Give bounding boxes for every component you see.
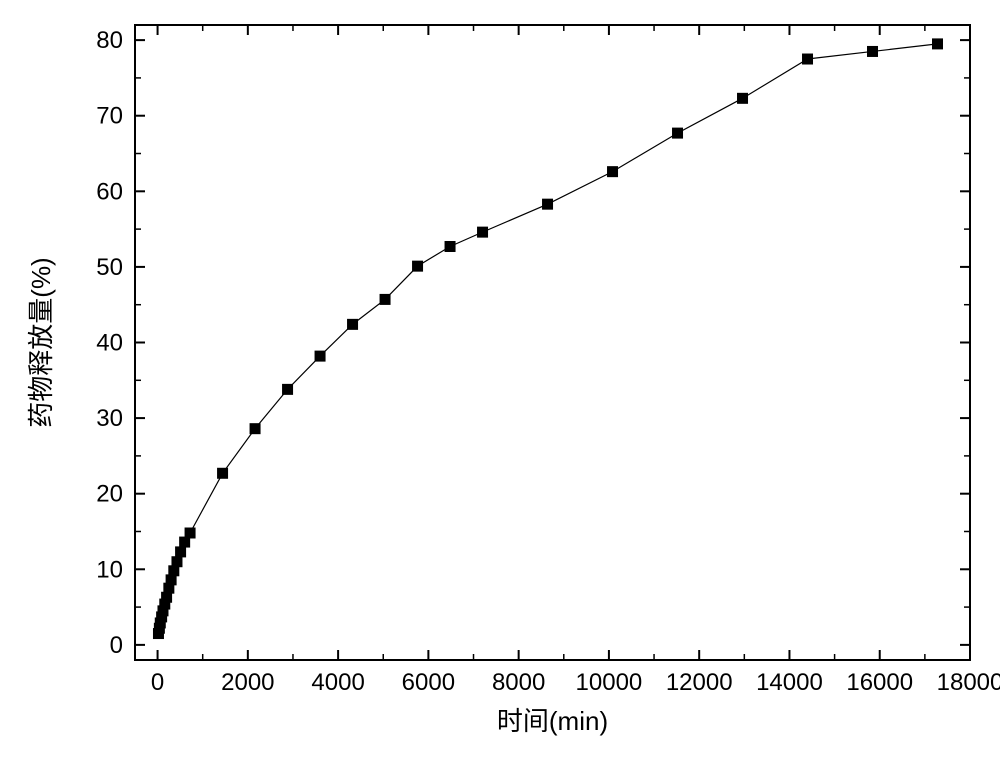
data-marker (867, 46, 878, 57)
data-marker (445, 241, 456, 252)
data-marker (217, 468, 228, 479)
y-tick-label: 50 (96, 254, 123, 281)
data-marker (412, 261, 423, 272)
series-line (158, 44, 937, 634)
data-marker (672, 128, 683, 139)
chart-svg: 0 2000 4000 6000 8000 10000 12000 14000 16000 180… (0, 0, 1000, 760)
plot-border (135, 25, 970, 660)
y-tick-label: 30 (96, 405, 123, 432)
data-marker (171, 556, 182, 567)
data-marker (607, 166, 618, 177)
data-marker (250, 423, 261, 434)
y-tick-label: 10 (96, 556, 123, 583)
x-tick-label: 2000 (221, 669, 274, 696)
y-tick-label: 20 (96, 481, 123, 508)
data-marker (737, 93, 748, 104)
drug-release-chart: 0 2000 4000 6000 8000 10000 12000 14000 16000 180… (0, 0, 1000, 760)
data-marker (542, 199, 553, 210)
data-marker (802, 54, 813, 65)
data-marker (282, 384, 293, 395)
data-marker (380, 294, 391, 305)
data-marker (477, 227, 488, 238)
y-tick-label: 40 (96, 330, 123, 357)
data-marker (932, 38, 943, 49)
y-tick-label: 0 (110, 632, 123, 659)
x-tick-label: 8000 (492, 669, 545, 696)
x-axis-label: 时间(min) (497, 706, 608, 736)
data-marker (347, 319, 358, 330)
y-axis-label: 药物释放量(%) (26, 257, 56, 427)
y-tick-label: 80 (96, 27, 123, 54)
y-tick-label: 70 (96, 103, 123, 130)
x-tick-label: 12000 (666, 669, 733, 696)
data-marker (175, 546, 186, 557)
x-tick-label: 14000 (756, 669, 823, 696)
y-tick-label: 60 (96, 178, 123, 205)
x-tick-label: 10000 (576, 669, 643, 696)
x-tick-label: 0 (151, 669, 164, 696)
x-tick-label: 16000 (846, 669, 913, 696)
x-tick-label: 6000 (402, 669, 455, 696)
x-tick-label: 4000 (311, 669, 364, 696)
x-tick-label: 18000 (937, 669, 1000, 696)
data-marker (185, 528, 196, 539)
data-marker (315, 351, 326, 362)
